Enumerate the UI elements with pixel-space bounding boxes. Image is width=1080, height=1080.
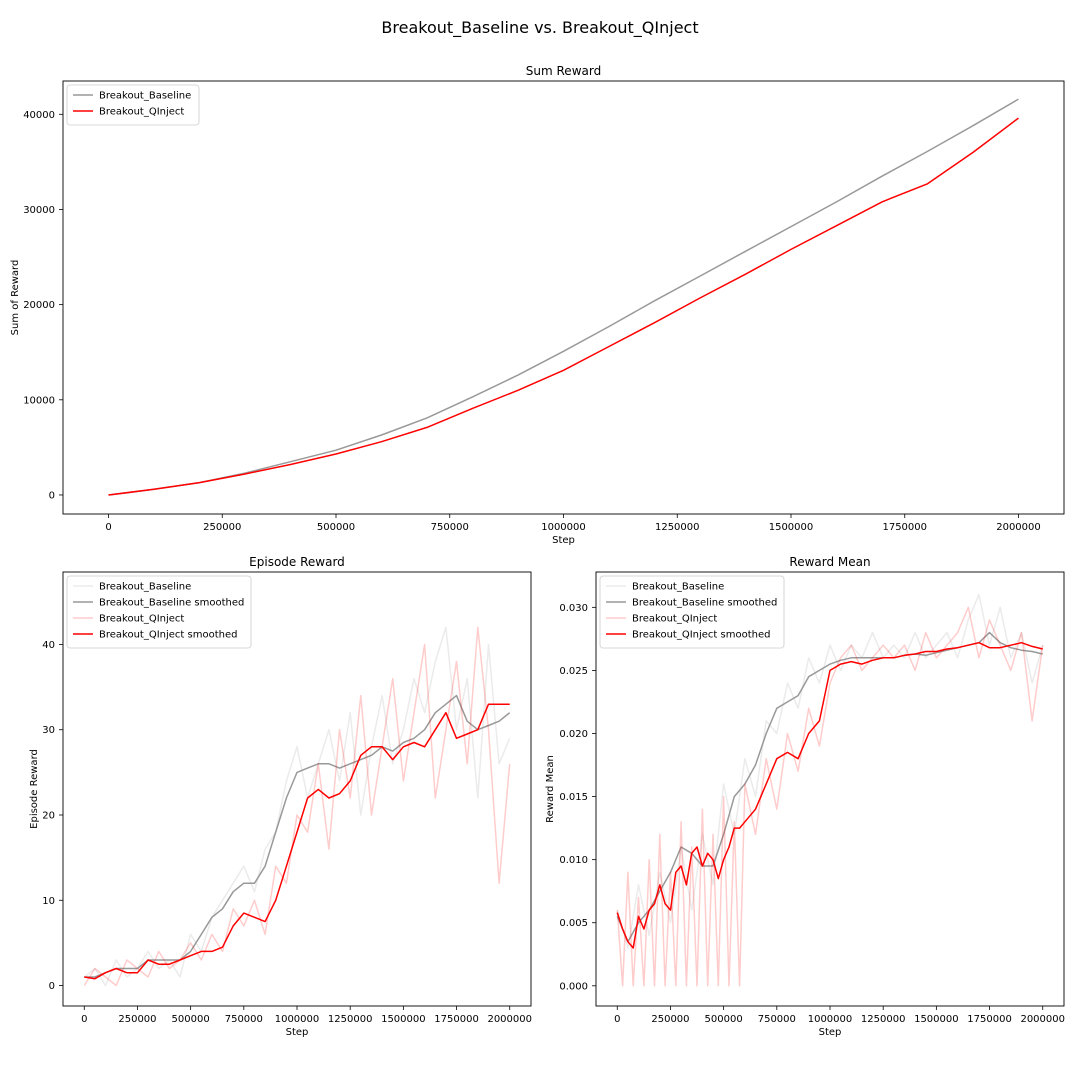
legend-label: Breakout_Baseline xyxy=(99,582,191,593)
chart-mean: 0 250000 500000 750000 1000000 1250000 1500000… xyxy=(545,555,1065,1038)
x-tick-label: 1750000 xyxy=(967,1014,1012,1025)
legend-box xyxy=(66,575,252,649)
series-line-2 xyxy=(616,606,1044,987)
x-tick-label: 0 xyxy=(81,1014,87,1025)
y-tick-label: 0.000 xyxy=(559,981,588,992)
legend-label: Breakout_QInject xyxy=(632,614,717,625)
figure-title: Breakout_Baseline vs. Breakout_QInject xyxy=(381,18,699,37)
x-axis-label: Step xyxy=(819,1027,842,1038)
x-tick-label: 500000 xyxy=(317,522,355,533)
x-tick-label: 1500000 xyxy=(381,1014,426,1025)
y-tick-label: 0.030 xyxy=(559,603,588,614)
series-line-3 xyxy=(616,641,1043,949)
y-tick-label: 0.005 xyxy=(559,918,588,929)
x-tick-label: 750000 xyxy=(758,1014,796,1025)
y-tick-label: 0.015 xyxy=(559,792,588,803)
legend-label: Breakout_Baseline xyxy=(632,582,724,593)
y-tick-label: 0.025 xyxy=(559,666,588,677)
x-tick-label: 750000 xyxy=(225,1014,263,1025)
y-tick-label: 0 xyxy=(49,490,55,501)
y-tick-label: 10 xyxy=(42,896,55,907)
series-line-0 xyxy=(616,593,1044,949)
legend-label: Breakout_QInject xyxy=(99,614,184,625)
y-axis-label: Episode Reward xyxy=(29,749,40,829)
x-tick-label: 1750000 xyxy=(434,1014,479,1025)
legend-label: Breakout_QInject xyxy=(99,107,184,118)
series-group xyxy=(83,626,511,987)
x-tick-label: 1000000 xyxy=(275,1014,320,1025)
series-line-1 xyxy=(84,694,511,978)
legend-label: Breakout_Baseline smoothed xyxy=(632,598,777,609)
series-line-0 xyxy=(108,98,1019,496)
chart-title: Sum Reward xyxy=(526,64,601,78)
x-tick-label: 1000000 xyxy=(541,522,586,533)
legend-label: Breakout_QInject smoothed xyxy=(99,630,237,641)
y-tick-label: 0 xyxy=(49,981,55,992)
y-tick-label: 30 xyxy=(42,725,55,736)
chart-title: Reward Mean xyxy=(789,555,870,569)
y-tick-label: 0.010 xyxy=(559,855,588,866)
series-line-1 xyxy=(108,117,1019,496)
x-tick-label: 1500000 xyxy=(914,1014,959,1025)
chart-title: Episode Reward xyxy=(249,555,345,569)
x-tick-label: 250000 xyxy=(118,1014,156,1025)
y-tick-label: 20000 xyxy=(23,300,55,311)
legend-box xyxy=(599,575,785,649)
y-tick-label: 0.020 xyxy=(559,729,588,740)
x-tick-label: 250000 xyxy=(651,1014,689,1025)
y-tick-label: 40000 xyxy=(23,110,55,121)
x-tick-label: 1250000 xyxy=(861,1014,906,1025)
y-tick-label: 30000 xyxy=(23,205,55,216)
x-axis-label: Step xyxy=(286,1027,309,1038)
legend-label: Breakout_QInject smoothed xyxy=(632,630,770,641)
y-axis-label: Sum of Reward xyxy=(10,260,21,336)
x-tick-label: 2000000 xyxy=(996,522,1041,533)
y-tick-label: 20 xyxy=(42,811,55,822)
x-tick-label: 2000000 xyxy=(487,1014,532,1025)
legend-label: Breakout_Baseline xyxy=(99,91,191,102)
x-tick-label: 250000 xyxy=(203,522,241,533)
x-tick-label: 1750000 xyxy=(882,522,927,533)
x-tick-label: 1500000 xyxy=(769,522,814,533)
y-tick-label: 40 xyxy=(42,640,55,651)
series-line-3 xyxy=(84,703,510,980)
series-group xyxy=(616,593,1044,987)
x-tick-label: 500000 xyxy=(705,1014,743,1025)
legend-label: Breakout_Baseline smoothed xyxy=(99,598,244,609)
x-tick-label: 750000 xyxy=(431,522,469,533)
x-tick-label: 500000 xyxy=(172,1014,210,1025)
x-tick-label: 0 xyxy=(614,1014,620,1025)
x-tick-label: 2000000 xyxy=(1020,1014,1065,1025)
chart-episode: 0 250000 500000 750000 1000000 1250000 1500000… xyxy=(29,555,532,1038)
legend-box xyxy=(66,84,200,126)
x-tick-label: 1250000 xyxy=(328,1014,373,1025)
y-axis-label: Reward Mean xyxy=(545,755,556,823)
chart-sum: 0 250000 500000 750000 1000000 1250000 1500000… xyxy=(10,64,1065,546)
y-tick-label: 10000 xyxy=(23,395,55,406)
series-line-1 xyxy=(616,631,1043,943)
x-axis-label: Step xyxy=(552,535,575,546)
plot-frame xyxy=(62,80,1065,515)
series-group xyxy=(108,98,1019,496)
series-line-2 xyxy=(83,626,511,987)
x-tick-label: 1250000 xyxy=(655,522,700,533)
series-line-0 xyxy=(83,626,511,987)
x-tick-label: 0 xyxy=(105,522,111,533)
x-tick-label: 1000000 xyxy=(808,1014,853,1025)
